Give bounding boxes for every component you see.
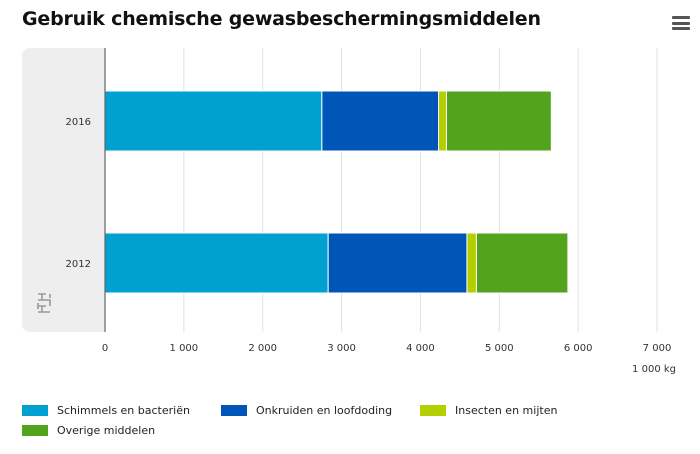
- legend-item[interactable]: Insecten en mijten: [420, 404, 557, 417]
- x-tick-label: 4 000: [406, 343, 435, 354]
- category-panel: [22, 48, 105, 332]
- legend-item[interactable]: Onkruiden en loofdoding: [221, 404, 392, 417]
- legend-label: Schimmels en bacteriën: [57, 404, 190, 417]
- category-label: 2016: [66, 117, 91, 128]
- legend-swatch: [420, 405, 446, 416]
- x-tick-labels: 0 1 000 2 000 3 000 4 000 5 000 6 000 7 000: [102, 343, 672, 354]
- bar-segment[interactable]: [104, 90, 323, 152]
- bar-segment[interactable]: [475, 232, 569, 294]
- bar-segment[interactable]: [445, 90, 552, 152]
- x-axis-unit-label: 1 000 kg: [632, 364, 676, 375]
- legend-label: Onkruiden en loofdoding: [256, 404, 393, 417]
- hamburger-menu-icon[interactable]: [672, 16, 690, 30]
- category-panel-edge: [95, 48, 105, 332]
- legend-swatch: [22, 405, 48, 416]
- legend-label: Insecten en mijten: [455, 404, 558, 417]
- bar-segment[interactable]: [438, 90, 447, 152]
- category-labels: 2016 2012: [66, 117, 91, 270]
- bar-segment[interactable]: [327, 232, 468, 294]
- legend-swatch: [221, 405, 247, 416]
- category-label: 2012: [66, 259, 91, 270]
- bar-segment[interactable]: [321, 90, 440, 152]
- cbs-logo-icon: [37, 293, 51, 313]
- bar-group: [104, 90, 569, 294]
- legend-swatch: [22, 425, 48, 436]
- bar-segment[interactable]: [466, 232, 477, 294]
- x-tick-label: 6 000: [564, 343, 593, 354]
- chart-title: Gebruik chemische gewasbeschermingsmidde…: [22, 8, 541, 30]
- x-tick-label: 7 000: [643, 343, 672, 354]
- legend-label: Overige middelen: [57, 424, 156, 437]
- bar-chart: 2016 2012 0 1 000 2 000 3 000 4 000 5 000 6 000…: [22, 48, 676, 375]
- x-tick-label: 2 000: [248, 343, 277, 354]
- x-tick-label: 0: [102, 343, 108, 354]
- bar-segment[interactable]: [104, 232, 329, 294]
- legend-item[interactable]: Schimmels en bacteriën: [22, 404, 190, 417]
- x-tick-label: 5 000: [485, 343, 514, 354]
- x-tick-label: 1 000: [170, 343, 199, 354]
- legend-item[interactable]: Overige middelen: [22, 424, 155, 437]
- x-tick-label: 3 000: [327, 343, 356, 354]
